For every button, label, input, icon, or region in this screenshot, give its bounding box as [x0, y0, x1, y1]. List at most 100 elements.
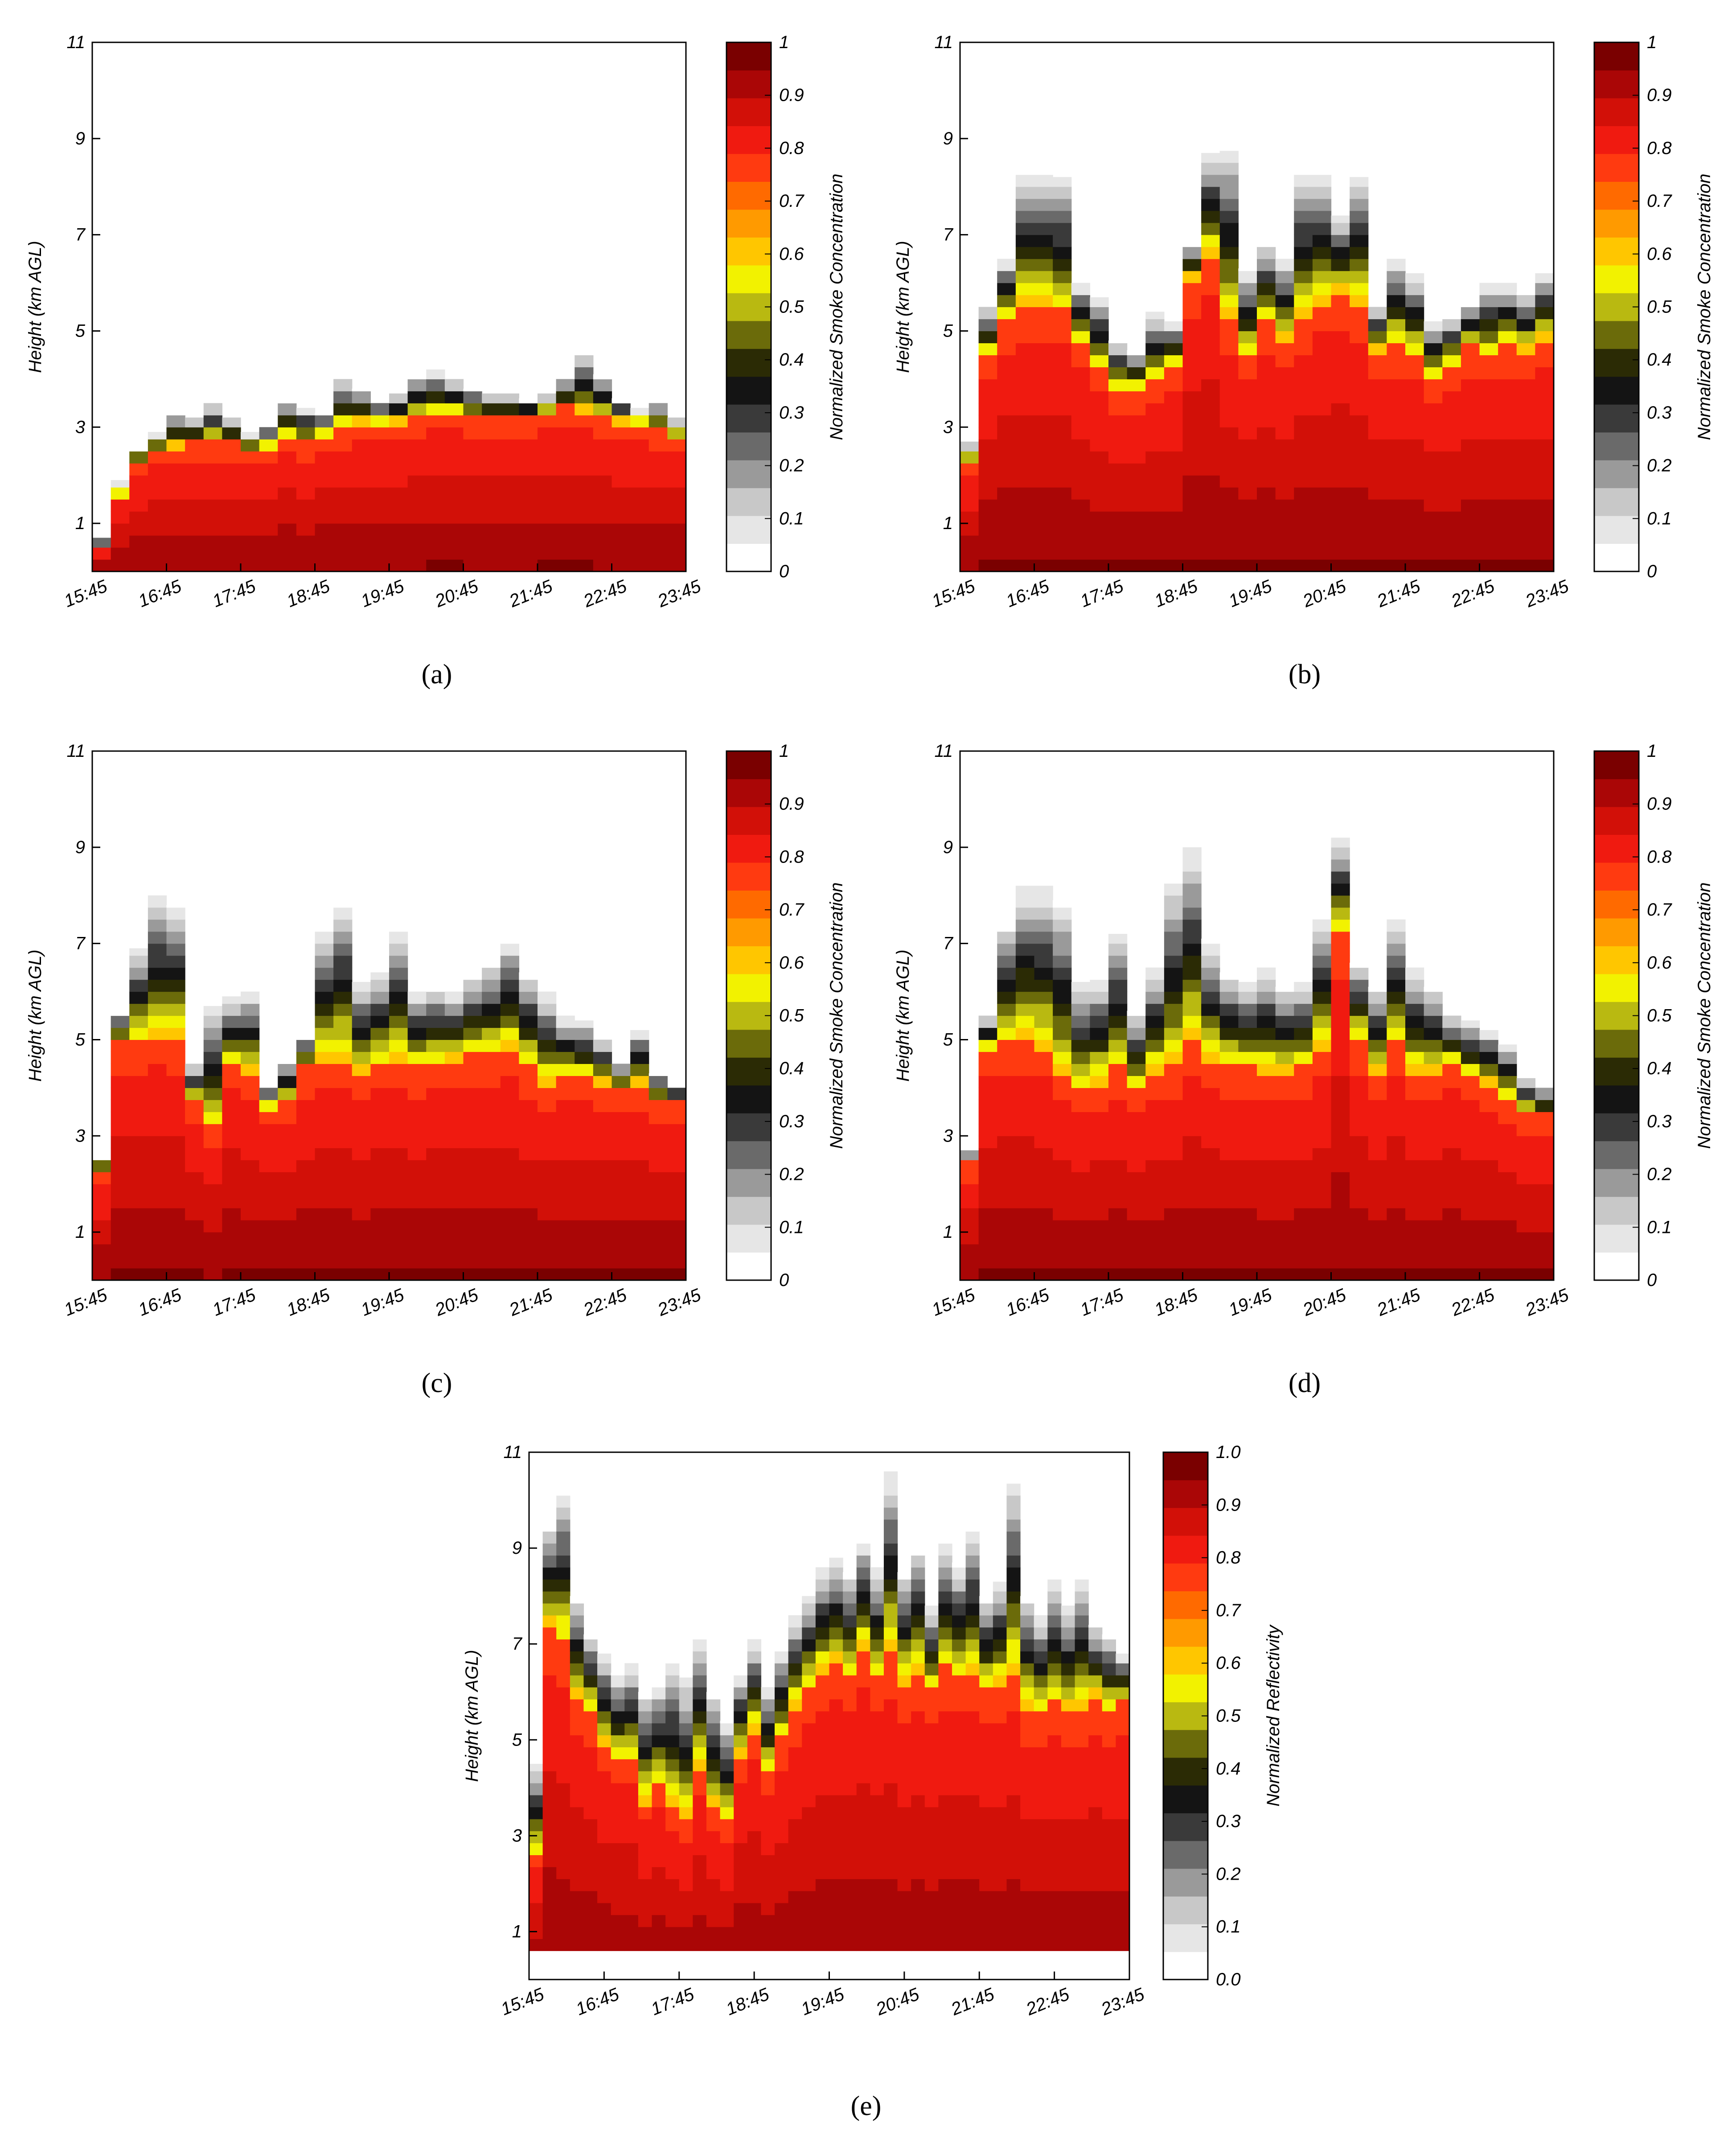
heatmap-cell	[856, 1651, 870, 1664]
heatmap-cell	[278, 547, 297, 560]
heatmap-cell	[1090, 1052, 1109, 1064]
heatmap-cell	[1088, 1639, 1103, 1651]
heatmap-cell	[185, 417, 204, 427]
heatmap-cell	[611, 1711, 625, 1724]
heatmap-cell	[148, 1148, 167, 1160]
heatmap-cell	[1350, 355, 1369, 367]
heatmap-cell	[1102, 1891, 1116, 1903]
heatmap-cell	[463, 1015, 482, 1028]
heatmap-cell	[1238, 547, 1257, 560]
heatmap-cell	[679, 1677, 693, 1688]
heatmap-cell	[352, 1136, 371, 1148]
heatmap-cell	[1219, 150, 1239, 163]
heatmap-cell	[978, 1172, 997, 1184]
heatmap-cell	[1075, 1926, 1089, 1939]
heatmap-cell	[538, 1232, 557, 1245]
heatmap-cell	[1127, 1184, 1146, 1196]
heatmap-cell	[706, 1759, 721, 1771]
heatmap-cell	[1075, 1867, 1089, 1879]
heatmap-cell	[482, 962, 501, 968]
heatmap-cell	[1535, 415, 1554, 427]
heatmap-cell	[1034, 1100, 1053, 1112]
heatmap-cell	[611, 451, 631, 464]
heatmap-cell	[583, 1807, 598, 1820]
colorbar-tick-label: 0.5	[779, 1006, 804, 1026]
heatmap-cell	[1442, 1039, 1461, 1052]
heatmap-cell	[1405, 463, 1424, 476]
heatmap-cell	[1090, 331, 1109, 344]
heatmap-cell	[278, 487, 297, 500]
colorbar-segment	[1163, 1729, 1208, 1758]
heatmap-cell	[997, 1220, 1016, 1232]
heatmap-cell	[611, 1735, 625, 1748]
heatmap-cell	[519, 1196, 538, 1208]
heatmap-cell	[1350, 259, 1369, 271]
heatmap-cell	[1405, 1148, 1424, 1160]
heatmap-cell	[1164, 1196, 1183, 1208]
heatmap-cell	[352, 475, 371, 488]
heatmap-cell	[856, 1807, 870, 1820]
heatmap-cell	[761, 1831, 775, 1844]
heatmap-cell	[775, 1771, 789, 1783]
heatmap-cell	[1238, 343, 1257, 356]
heatmap-cell	[667, 1112, 686, 1124]
heatmap-cell	[407, 1076, 427, 1088]
heatmap-cell	[611, 1879, 625, 1891]
colorbar-segment	[726, 293, 771, 321]
heatmap-cell	[1424, 1124, 1443, 1136]
heatmap-cell	[203, 1160, 222, 1172]
heatmap-cell	[1350, 1124, 1369, 1136]
heatmap-cell	[1535, 463, 1554, 476]
heatmap-cell	[1387, 535, 1406, 548]
heatmap-cell	[978, 1124, 997, 1136]
heatmap-cell	[965, 1579, 980, 1592]
heatmap-cell	[556, 1771, 570, 1783]
heatmap-cell	[407, 1039, 427, 1052]
heatmap-cell	[1127, 487, 1146, 500]
heatmap-cell	[1294, 1172, 1313, 1184]
heatmap-cell	[1257, 559, 1276, 572]
heatmap-cell	[911, 1615, 925, 1628]
heatmap-cell	[1053, 1244, 1072, 1257]
heatmap-cell	[993, 1867, 1007, 1879]
heatmap-cell	[583, 1843, 598, 1855]
heatmap-cell	[583, 1675, 598, 1688]
heatmap-cell	[1350, 1220, 1369, 1232]
heatmap-cell	[815, 1687, 830, 1700]
heatmap-cell	[1015, 1076, 1035, 1088]
heatmap-cell	[611, 415, 631, 427]
heatmap-cell	[1182, 883, 1202, 896]
x-tick-label: 23:45	[655, 1285, 704, 1320]
heatmap-cell	[883, 1831, 898, 1844]
heatmap-cell	[1108, 547, 1128, 560]
heatmap-cell	[426, 986, 445, 992]
heatmap-cell	[843, 1926, 857, 1939]
heatmap-cell	[529, 1855, 543, 1867]
heatmap-cell	[593, 547, 612, 560]
heatmap-cell	[1424, 511, 1443, 524]
heatmap-cell	[979, 1687, 993, 1700]
heatmap-cell	[203, 451, 222, 464]
heatmap-cell	[1034, 1795, 1048, 1807]
heatmap-cell	[611, 1112, 631, 1124]
heatmap-cell	[1331, 259, 1350, 271]
heatmap-cell	[1201, 1172, 1220, 1184]
heatmap-cell	[1405, 511, 1424, 524]
heatmap-cell	[148, 895, 167, 908]
heatmap-cell	[1090, 487, 1109, 500]
heatmap-cell	[1350, 991, 1369, 1004]
heatmap-cell	[924, 1759, 939, 1771]
heatmap-cell	[1294, 1100, 1313, 1112]
heatmap-cell	[1108, 427, 1128, 440]
heatmap-cell	[538, 1112, 557, 1124]
heatmap-cell	[665, 1831, 680, 1844]
heatmap-cell	[500, 1076, 519, 1088]
heatmap-cell	[482, 523, 501, 536]
heatmap-cell	[1088, 1663, 1103, 1676]
heatmap-cell	[597, 1807, 611, 1820]
heatmap-cell	[407, 1184, 427, 1196]
heatmap-cell	[1219, 535, 1239, 548]
heatmap-cell	[1182, 331, 1202, 344]
heatmap-cell	[1368, 1124, 1387, 1136]
heatmap-cell	[1127, 523, 1146, 536]
